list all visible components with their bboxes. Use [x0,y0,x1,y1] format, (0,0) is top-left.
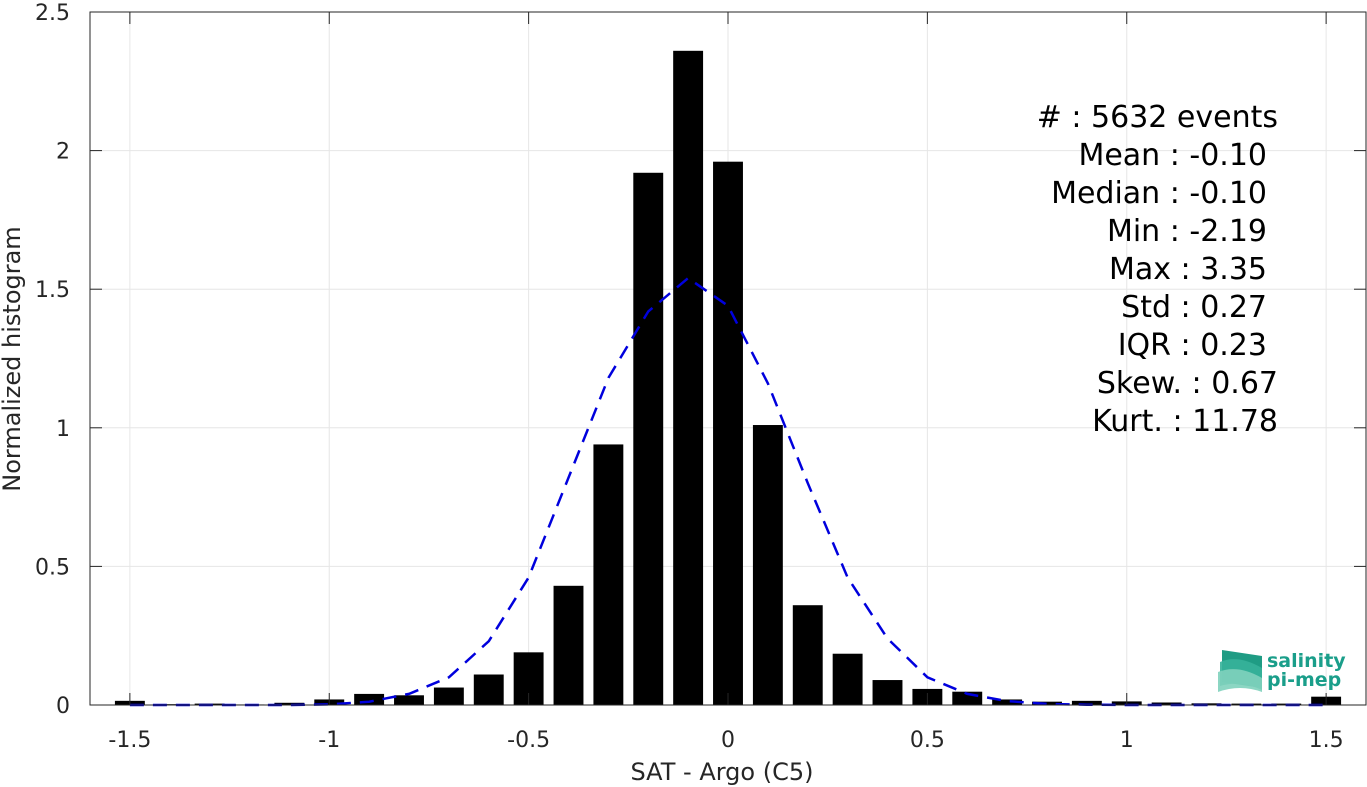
x-tick-label: 1.5 [1309,728,1344,753]
x-tick-label: -1.5 [108,728,151,753]
histogram-bar [713,161,743,706]
stat-min: Min : -2.19 [1107,214,1267,249]
histogram-bar [1071,700,1102,705]
histogram-bar [1032,701,1062,705]
y-tick-label: 2.5 [35,1,70,26]
y-tick-label: 2 [56,140,70,165]
histogram-bar [473,674,504,705]
histogram-bar [832,653,863,705]
x-tick-labels: -1.5 -1 -0.5 0 0.5 1 1.5 [108,728,1343,753]
stat-events: # : 5632 events [1037,100,1278,135]
histogram-bar [553,585,584,705]
statistics-annotation: # : 5632 events Mean : -0.10 Median : -0… [1037,100,1278,439]
x-axis-title: SAT - Argo (C5) [631,758,814,786]
ticks [90,11,1366,706]
histogram-bar [433,687,464,705]
x-tick-label: 0.5 [910,728,945,753]
y-tick-label: 0.5 [35,555,70,580]
stat-iqr: IQR : 0.23 [1118,328,1267,363]
x-tick-label: -1 [318,728,340,753]
stat-std: Std : 0.27 [1121,290,1267,325]
histogram-bar [394,695,424,705]
histogram-bar [792,605,823,705]
x-tick-label: 0 [721,728,735,753]
stat-max: Max : 3.35 [1109,252,1267,287]
logo-wave-icon [1218,650,1262,692]
stat-skew: Skew. : 0.67 [1097,366,1278,401]
logo-line2: pi-mep [1267,669,1341,691]
histogram-bar [872,680,903,705]
salinity-pi-mep-logo: salinity pi-mep [1218,650,1346,692]
histogram-bar [274,702,305,705]
stat-median: Median : -0.10 [1051,176,1267,211]
y-tick-label: 0 [56,694,70,719]
histogram-bar [673,50,704,706]
logo-line1: salinity [1267,650,1346,672]
y-tick-label: 1 [56,417,70,442]
histogram-bar [593,444,624,705]
histogram-bar [633,172,664,705]
histogram-bar [752,425,783,705]
histogram-bar [354,693,385,705]
y-tick-labels: 0 0.5 1 1.5 2 2.5 [35,1,70,719]
histogram-bar [1151,702,1182,705]
y-axis-title: Normalized histogram [0,226,26,491]
histogram-bar [992,699,1023,705]
stat-kurt: Kurt. : 11.78 [1092,404,1278,439]
y-tick-label: 1.5 [35,278,70,303]
x-tick-label: 1 [1120,728,1134,753]
stat-mean: Mean : -0.10 [1078,138,1267,173]
x-tick-label: -0.5 [507,728,550,753]
bars [114,50,1342,706]
